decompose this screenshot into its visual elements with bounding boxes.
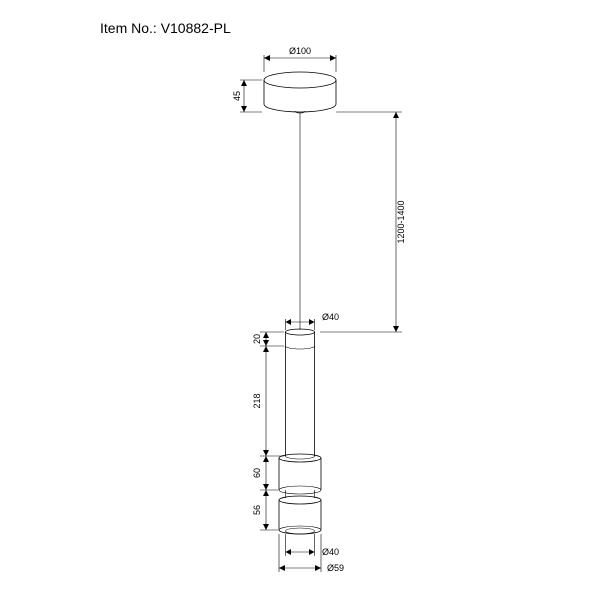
dim-total-height: 1200-1400 [320,112,406,332]
dim-cap-height-label: 20 [252,334,262,344]
dim-canopy-height-label: 45 [232,91,242,101]
dim-body-top-diameter-label: Ø40 [322,312,339,322]
dim-bottom-height-label: 56 [252,505,262,515]
item-number: V10882-PL [161,20,231,36]
dim-mid-height-label: 60 [252,468,262,478]
page-title: Item No.: V10882-PL [100,20,231,36]
dim-bottom-outer-label: Ø59 [327,563,344,573]
dim-canopy-height: 45 [232,80,262,112]
lamp-body [279,329,321,534]
item-label: Item No.: [100,20,157,36]
dim-canopy-diameter-label: Ø100 [289,46,311,56]
canopy [264,72,336,113]
dim-bottom-diameters: Ø40 Ø59 [279,534,344,573]
technical-drawing: Ø100 45 [0,0,600,600]
dim-body-top-diameter: Ø40 [286,312,340,330]
dim-canopy-diameter: Ø100 [264,46,336,72]
dim-total-height-label: 1200-1400 [396,200,406,243]
dim-bottom-inner-label: Ø40 [322,547,339,557]
dim-tube-height-label: 218 [252,393,262,408]
